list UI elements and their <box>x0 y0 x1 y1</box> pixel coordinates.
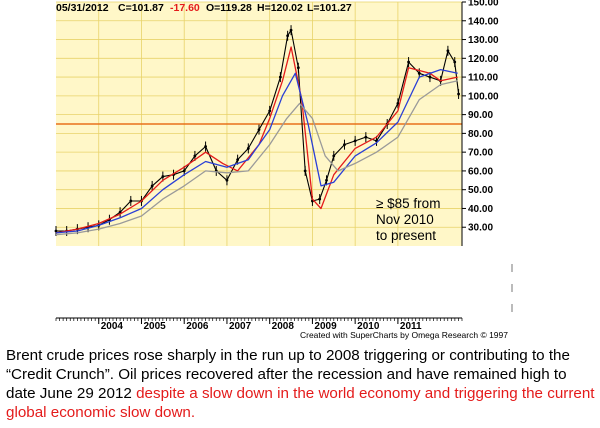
header-date: 05/31/2012 <box>56 2 109 14</box>
y-tick-label-7: 100.00 <box>468 91 499 102</box>
price-point-24 <box>296 66 300 70</box>
annotation: ≥ $85 from Nov 2010 to present <box>376 196 440 243</box>
series-line-1 <box>55 46 458 234</box>
price-point-28 <box>325 178 328 182</box>
y-tick-label-4: 70.00 <box>468 148 493 159</box>
price-point-10 <box>161 175 165 178</box>
y-tick-label-3: 60.00 <box>468 166 493 177</box>
x-tick-label-1: 2005 <box>143 321 166 332</box>
price-point-14 <box>204 145 207 148</box>
price-point-13 <box>193 154 197 158</box>
price-point-16 <box>225 178 229 182</box>
annotation-line-3: to present <box>376 228 436 243</box>
caption: Brent crude prices rose sharply in the r… <box>6 346 596 422</box>
y-tick-label-11: 140.00 <box>468 16 499 27</box>
price-point-21 <box>278 75 282 79</box>
y-tick-label-6: 90.00 <box>468 110 493 121</box>
price-point-42 <box>457 92 460 96</box>
x-tick-label-0: 2004 <box>101 321 124 332</box>
y-tick-label-5: 80.00 <box>468 129 493 140</box>
price-point-7 <box>129 199 133 203</box>
y-tick-label-1: 40.00 <box>468 204 493 215</box>
header-low: L=101.27 <box>307 2 352 14</box>
price-point-20 <box>268 109 272 113</box>
x-tick-label-3: 2007 <box>229 321 252 332</box>
y-tick-label-0: 30.00 <box>468 223 493 234</box>
caption-red-text: despite a slow down in the world economy… <box>6 385 595 421</box>
price-point-17 <box>236 158 240 162</box>
chart-credit: Created with SuperCharts by Omega Resear… <box>300 330 508 340</box>
header-open: O=119.28 <box>206 2 252 14</box>
price-point-30 <box>343 143 346 147</box>
price-point-41 <box>453 60 457 64</box>
price-point-19 <box>257 128 261 132</box>
y-tick-label-10: 130.00 <box>468 35 499 46</box>
brent-price-chart: 30.00 40.00 50.00 60.00 70.00 80.00 90.00 100.0… <box>54 0 513 340</box>
price-point-40 <box>446 49 450 53</box>
price-point-35 <box>396 101 400 105</box>
x-tick-label-4: 2008 <box>272 321 295 332</box>
chart-header: 05/31/2012 C=101.87 -17.60 O=119.28 H=12… <box>56 2 352 14</box>
header-close: C=101.87 <box>118 2 164 14</box>
price-point-9 <box>150 184 154 188</box>
price-point-18 <box>246 147 250 150</box>
axis-layer: 30.00 40.00 50.00 60.00 70.00 80.00 90.00 100.0… <box>55 0 513 332</box>
price-point-25 <box>303 169 307 173</box>
x-tick-label-6: 2010 <box>357 321 380 332</box>
y-tick-label-8: 110.00 <box>468 73 498 84</box>
price-point-23 <box>289 28 293 32</box>
series-line-2 <box>55 68 458 234</box>
price-point-38 <box>428 75 432 79</box>
price-point-37 <box>417 71 421 75</box>
x-tick-label-5: 2009 <box>314 321 337 332</box>
price-point-32 <box>364 135 368 139</box>
price-point-0 <box>54 229 58 233</box>
price-point-36 <box>407 60 410 64</box>
annotation-line-1: ≥ $85 from <box>376 196 440 211</box>
y-tick-label-12: 150.00 <box>468 0 499 9</box>
annotation-line-2: Nov 2010 <box>376 212 434 227</box>
x-tick-label-7: 2011 <box>400 321 422 332</box>
y-tick-label-9: 120.00 <box>468 54 499 65</box>
header-change: -17.60 <box>170 2 200 14</box>
price-point-31 <box>353 139 357 143</box>
y-tick-label-2: 50.00 <box>468 185 493 196</box>
caption-black-text: Brent crude prices rose sharply in the r… <box>6 347 570 402</box>
price-point-22 <box>286 34 290 38</box>
price-point-29 <box>332 154 336 158</box>
series-layer <box>54 25 460 236</box>
series-line-3 <box>55 80 458 236</box>
x-tick-label-2: 2006 <box>186 321 209 332</box>
price-point-12 <box>182 169 186 173</box>
header-high: H=120.02 <box>257 2 303 14</box>
price-point-27 <box>318 197 322 201</box>
